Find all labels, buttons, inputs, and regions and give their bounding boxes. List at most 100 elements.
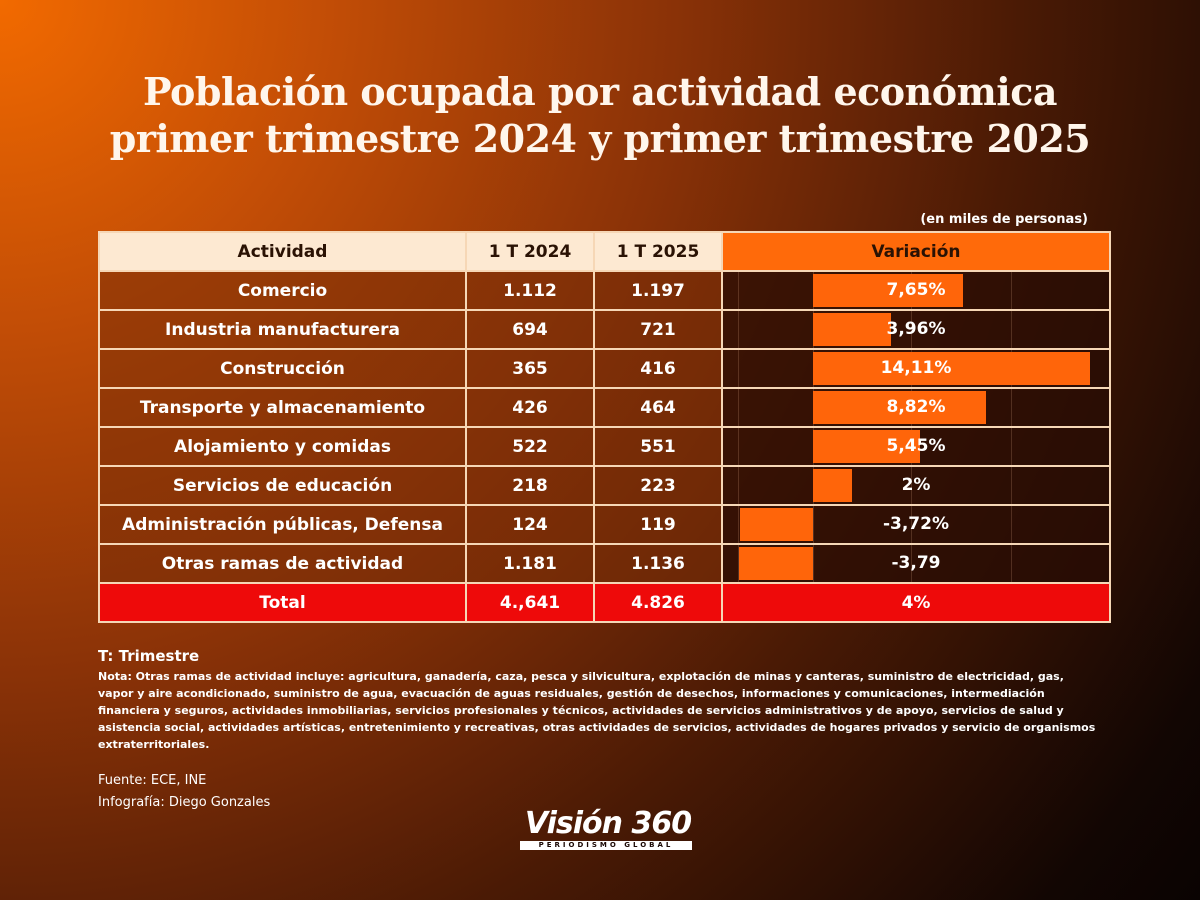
value-2024-cell: 694 [465,309,595,350]
table-row: Comercio 1.112 1.197 7,65% [98,270,1111,311]
gridline [1011,429,1012,464]
value-2025-cell: 1.136 [593,543,723,584]
chart-title: Población ocupada por actividad económic… [0,68,1200,162]
gridline [813,546,814,581]
t-definition: T: Trimestre [98,647,200,665]
logo-name: Visión 360 [524,806,692,841]
header-2025: 1 T 2025 [593,231,723,272]
activity-cell: Alojamiento y comidas [98,426,467,467]
note-text: Nota: Otras ramas de actividad incluye: … [98,670,1096,751]
header-variation: Variación [721,231,1111,272]
total-variation-cell: 4% [721,582,1111,623]
table-row: Administración públicas, Defensa 124 119 -3… [98,504,1111,545]
total-label-cell: Total [98,582,467,623]
gridline [911,507,912,542]
gridline [1011,390,1012,425]
header-activity: Actividad [98,231,467,272]
variation-bar [740,508,813,541]
title-line-2: primer trimestre 2024 y primer trimestre… [109,116,1091,161]
variation-bar [813,469,853,502]
source-text: Fuente: ECE, INE [98,773,207,788]
source-block: Fuente: ECE, INE Infografía: Diego Gonza… [98,770,270,814]
gridline [1011,273,1012,308]
activity-cell: Administración públicas, Defensa [98,504,467,545]
variation-bar [813,274,963,307]
variation-label: 3,96% [886,319,946,339]
value-2025-cell: 119 [593,504,723,545]
value-2024-cell: 365 [465,348,595,389]
variation-bar [813,313,891,346]
gridline [738,429,739,464]
variation-bar [813,352,1090,385]
variation-label: -3,79 [891,553,941,573]
gridline [1011,312,1012,347]
gridline [738,351,739,386]
gridline [813,507,814,542]
header-2024: 1 T 2024 [465,231,595,272]
variation-bar [813,391,986,424]
activity-cell: Transporte y almacenamiento [98,387,467,428]
gridline [911,468,912,503]
value-2025-cell: 1.197 [593,270,723,311]
gridline [738,390,739,425]
variation-cell: 5,45% [721,426,1111,467]
variation-cell: 7,65% [721,270,1111,311]
activity-cell: Servicios de educación [98,465,467,506]
variation-label: 2% [901,475,931,495]
variation-label: 5,45% [886,436,946,456]
activity-cell: Industria manufacturera [98,309,467,350]
value-2025-cell: 721 [593,309,723,350]
variation-label: 8,82% [886,397,946,417]
variation-cell: 14,11% [721,348,1111,389]
activity-cell: Otras ramas de actividad [98,543,467,584]
header-row: Actividad 1 T 2024 1 T 2025 Variación [98,231,1111,272]
variation-bar [813,430,920,463]
activity-cell: Construcción [98,348,467,389]
value-2024-cell: 522 [465,426,595,467]
value-2024-cell: 1.181 [465,543,595,584]
data-table: Actividad 1 T 2024 1 T 2025 Variación Co… [98,231,1111,623]
variation-label: 7,65% [886,280,946,300]
value-2025-cell: 464 [593,387,723,428]
credit-text: Infografía: Diego Gonzales [98,795,271,810]
vision360-logo: Visión 360 PERIODISMO GLOBAL [518,808,698,850]
footnote: T: Trimestre Nota: Otras ramas de activi… [98,647,1098,753]
table-row: Alojamiento y comidas 522 551 5,45% [98,426,1111,467]
units-note: (en miles de personas) [920,212,1088,227]
title-line-1: Población ocupada por actividad económic… [143,69,1058,114]
variation-cell: 3,96% [721,309,1111,350]
value-2024-cell: 124 [465,504,595,545]
value-2024-cell: 426 [465,387,595,428]
variation-label: 14,11% [880,358,952,378]
table-row: Otras ramas de actividad 1.181 1.136 -3,79 [98,543,1111,584]
gridline [738,312,739,347]
gridline [1011,507,1012,542]
gridline [1011,468,1012,503]
gridline [911,312,912,347]
gridline [738,273,739,308]
table-row: Industria manufacturera 694 721 3,96% [98,309,1111,350]
value-2025-cell: 551 [593,426,723,467]
activity-cell: Comercio [98,270,467,311]
variation-cell: -3,72% [721,504,1111,545]
gridline [738,468,739,503]
variation-label: -3,72% [882,514,950,534]
gridline [1011,546,1012,581]
value-2024-cell: 1.112 [465,270,595,311]
total-2024-cell: 4.,641 [465,582,595,623]
variation-cell: 2% [721,465,1111,506]
gridline [738,507,739,542]
value-2025-cell: 223 [593,465,723,506]
value-2025-cell: 416 [593,348,723,389]
table-row: Servicios de educación 218 223 2% [98,465,1111,506]
gridline [911,546,912,581]
total-row: Total 4.,641 4.826 4% [98,582,1111,623]
total-2025-cell: 4.826 [593,582,723,623]
variation-cell: -3,79 [721,543,1111,584]
gridline [738,546,739,581]
value-2024-cell: 218 [465,465,595,506]
logo-tagline: PERIODISMO GLOBAL [520,841,692,850]
table-row: Transporte y almacenamiento 426 464 8,82% [98,387,1111,428]
variation-bar [738,547,813,580]
table-row: Construcción 365 416 14,11% [98,348,1111,389]
